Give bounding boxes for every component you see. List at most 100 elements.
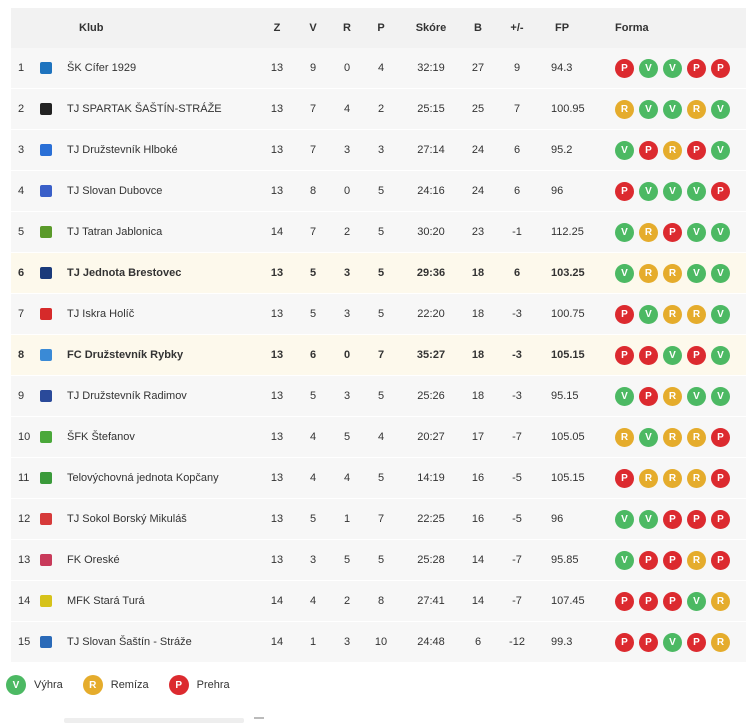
- club-name-link[interactable]: TJ Slovan Dubovce: [67, 185, 163, 197]
- form-result-badge[interactable]: R: [639, 222, 658, 242]
- form-result-badge[interactable]: R: [687, 427, 706, 447]
- form-result-badge[interactable]: R: [711, 591, 730, 611]
- header-p[interactable]: P: [377, 22, 385, 34]
- header-klub[interactable]: Klub: [79, 22, 104, 34]
- form-result-badge[interactable]: R: [663, 386, 682, 406]
- form-result-badge[interactable]: R: [687, 550, 706, 570]
- form-result-badge[interactable]: V: [615, 550, 634, 570]
- club-name-link[interactable]: TJ SPARTAK ŠAŠTÍN-STRÁŽE: [67, 103, 222, 115]
- header-r[interactable]: R: [343, 22, 351, 34]
- form-result-badge[interactable]: V: [711, 304, 730, 324]
- form-result-badge[interactable]: R: [615, 99, 634, 119]
- form-result-badge[interactable]: R: [663, 468, 682, 488]
- club-name-link[interactable]: TJ Jednota Brestovec: [67, 267, 182, 279]
- club-name-link[interactable]: Telovýchovná jednota Kopčany: [67, 472, 219, 484]
- form-result-badge[interactable]: V: [615, 386, 634, 406]
- form-result-badge[interactable]: R: [639, 468, 658, 488]
- form-result-badge[interactable]: V: [711, 222, 730, 242]
- form-result-badge[interactable]: R: [663, 304, 682, 324]
- form-result-badge[interactable]: V: [639, 304, 658, 324]
- header-b[interactable]: B: [474, 22, 482, 34]
- form-result-badge[interactable]: P: [711, 509, 730, 529]
- club-name-link[interactable]: FK Oreské: [67, 554, 120, 566]
- form-result-badge[interactable]: V: [615, 140, 634, 160]
- form-result-badge[interactable]: P: [615, 632, 634, 652]
- form-result-badge[interactable]: V: [663, 99, 682, 119]
- table-row[interactable]: 15 TJ Slovan Šaštín - Stráže 14 1 3 10 24:48 6 -…: [11, 622, 746, 663]
- form-result-badge[interactable]: P: [615, 468, 634, 488]
- form-result-badge[interactable]: R: [615, 427, 634, 447]
- form-result-badge[interactable]: V: [615, 509, 634, 529]
- club-name-link[interactable]: TJ Iskra Holíč: [67, 308, 135, 320]
- scroll-bar[interactable]: [64, 718, 244, 723]
- form-result-badge[interactable]: V: [711, 345, 730, 365]
- form-result-badge[interactable]: P: [687, 140, 706, 160]
- form-result-badge[interactable]: V: [663, 181, 682, 201]
- table-row[interactable]: 1 ŠK Cífer 1929 13 9 0 4 32:19 27 9 94.3 P V V P P: [11, 48, 746, 89]
- form-result-badge[interactable]: V: [639, 427, 658, 447]
- club-name-link[interactable]: TJ Družstevník Radimov: [67, 390, 187, 402]
- table-row[interactable]: 5 TJ Tatran Jablonica 14 7 2 5 30:20 23 -1 112.25…: [11, 212, 746, 253]
- form-result-badge[interactable]: V: [687, 181, 706, 201]
- form-result-badge[interactable]: V: [687, 222, 706, 242]
- form-result-badge[interactable]: P: [639, 140, 658, 160]
- form-result-badge[interactable]: V: [663, 58, 682, 78]
- club-name-link[interactable]: ŠFK Štefanov: [67, 431, 135, 443]
- club-name-link[interactable]: TJ Družstevník Hlboké: [67, 144, 178, 156]
- club-name-link[interactable]: FC Družstevník Rybky: [67, 349, 184, 361]
- form-result-badge[interactable]: P: [663, 509, 682, 529]
- table-row[interactable]: 4 TJ Slovan Dubovce 13 8 0 5 24:16 24 6 96 P V V V P: [11, 171, 746, 212]
- table-row[interactable]: 6 TJ Jednota Brestovec 13 5 3 5 29:36 18 6 103.25…: [11, 253, 746, 294]
- form-result-badge[interactable]: P: [711, 181, 730, 201]
- form-result-badge[interactable]: P: [639, 591, 658, 611]
- form-result-badge[interactable]: V: [687, 263, 706, 283]
- form-result-badge[interactable]: R: [663, 140, 682, 160]
- table-row[interactable]: 10 ŠFK Štefanov 13 4 5 4 20:27 17 -7 105.05 R V R R P: [11, 417, 746, 458]
- form-result-badge[interactable]: V: [663, 345, 682, 365]
- form-result-badge[interactable]: P: [615, 345, 634, 365]
- form-result-badge[interactable]: V: [711, 263, 730, 283]
- form-result-badge[interactable]: V: [663, 632, 682, 652]
- form-result-badge[interactable]: P: [687, 632, 706, 652]
- form-result-badge[interactable]: R: [639, 263, 658, 283]
- form-result-badge[interactable]: R: [687, 468, 706, 488]
- club-name-link[interactable]: TJ Sokol Borský Mikuláš: [67, 513, 187, 525]
- table-row[interactable]: 2 TJ SPARTAK ŠAŠTÍN-STRÁŽE 13 7 4 2 25:15 25 7 10…: [11, 89, 746, 130]
- form-result-badge[interactable]: R: [687, 99, 706, 119]
- form-result-badge[interactable]: V: [639, 509, 658, 529]
- form-result-badge[interactable]: V: [639, 99, 658, 119]
- club-name-link[interactable]: MFK Stará Turá: [67, 595, 145, 607]
- club-name-link[interactable]: ŠK Cífer 1929: [67, 62, 137, 74]
- table-row[interactable]: 14 MFK Stará Turá 14 4 2 8 27:41 14 -7 107.45 P P P V…: [11, 581, 746, 622]
- form-result-badge[interactable]: P: [687, 509, 706, 529]
- form-result-badge[interactable]: V: [687, 386, 706, 406]
- form-result-badge[interactable]: P: [711, 58, 730, 78]
- form-result-badge[interactable]: R: [711, 632, 730, 652]
- form-result-badge[interactable]: V: [711, 386, 730, 406]
- form-result-badge[interactable]: R: [687, 304, 706, 324]
- form-result-badge[interactable]: P: [687, 58, 706, 78]
- form-result-badge[interactable]: R: [663, 263, 682, 283]
- header-skore[interactable]: Skóre: [415, 22, 447, 34]
- form-result-badge[interactable]: R: [663, 427, 682, 447]
- form-result-badge[interactable]: P: [615, 181, 634, 201]
- club-name-link[interactable]: TJ Tatran Jablonica: [67, 226, 163, 238]
- header-z[interactable]: Z: [273, 22, 281, 34]
- form-result-badge[interactable]: P: [687, 345, 706, 365]
- form-result-badge[interactable]: P: [615, 58, 634, 78]
- table-row[interactable]: 8 FC Družstevník Rybky 13 6 0 7 35:27 18 -3 105.1…: [11, 335, 746, 376]
- form-result-badge[interactable]: V: [687, 591, 706, 611]
- form-result-badge[interactable]: P: [639, 386, 658, 406]
- form-result-badge[interactable]: V: [711, 140, 730, 160]
- table-row[interactable]: 12 TJ Sokol Borský Mikuláš 13 5 1 7 22:25 16 -5 9…: [11, 499, 746, 540]
- form-result-badge[interactable]: P: [639, 632, 658, 652]
- table-row[interactable]: 9 TJ Družstevník Radimov 13 5 3 5 25:26 18 -3 95.…: [11, 376, 746, 417]
- form-result-badge[interactable]: V: [639, 58, 658, 78]
- form-result-badge[interactable]: P: [615, 304, 634, 324]
- form-result-badge[interactable]: P: [663, 550, 682, 570]
- form-result-badge[interactable]: V: [639, 181, 658, 201]
- table-row[interactable]: 7 TJ Iskra Holíč 13 5 3 5 22:20 18 -3 100.75 P V R R V: [11, 294, 746, 335]
- form-result-badge[interactable]: P: [639, 550, 658, 570]
- form-result-badge[interactable]: V: [615, 222, 634, 242]
- header-diff[interactable]: +/-: [510, 22, 524, 34]
